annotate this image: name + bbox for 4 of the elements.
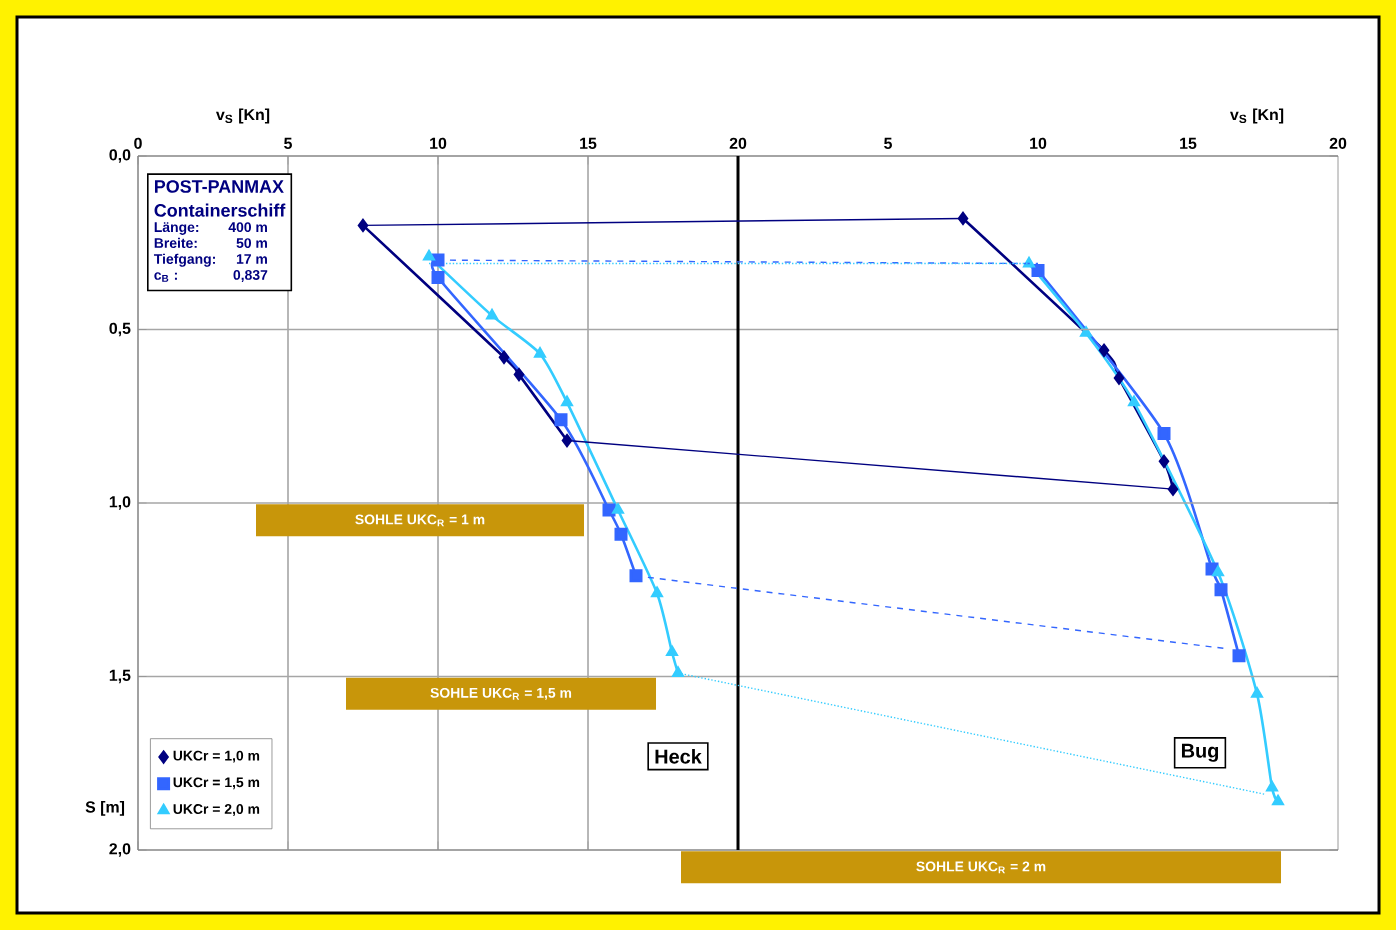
annotation: Heck <box>655 749 702 764</box>
annotation: POST-PANMAX <box>154 180 284 193</box>
annotation: Containerschiff <box>154 203 286 217</box>
annotation: Bug <box>1181 743 1219 762</box>
